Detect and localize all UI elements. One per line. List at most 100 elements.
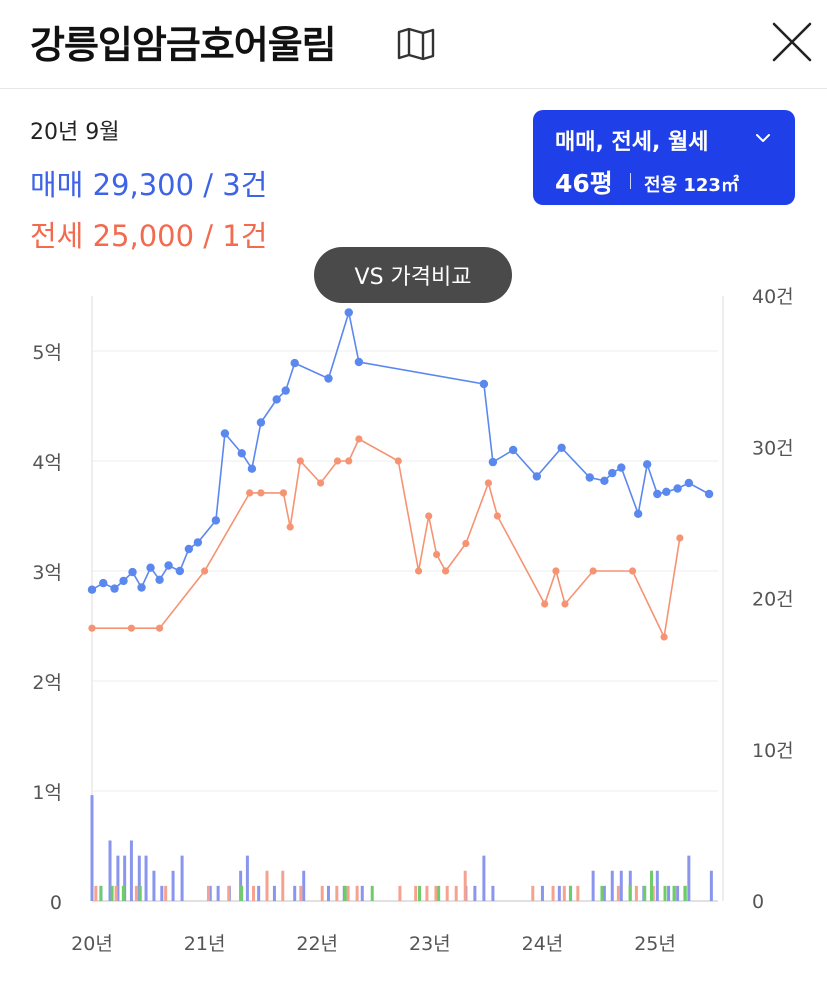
divider — [630, 173, 631, 189]
volume-bar-jeonse — [281, 870, 285, 901]
volume-bar-monthly — [628, 885, 632, 901]
volume-bar-jeonse — [651, 885, 655, 901]
volume-bar-jeonse — [206, 885, 210, 901]
data-point-sale — [146, 563, 155, 572]
data-point-sale — [600, 476, 609, 485]
data-point-jeonse — [201, 567, 209, 575]
volume-bar-jeonse — [346, 885, 350, 901]
deal-type-selector[interactable]: 매매, 전세, 월세 46평 전용 123㎡ — [533, 110, 795, 205]
close-icon[interactable] — [770, 20, 814, 64]
data-point-jeonse — [414, 567, 423, 575]
price-chart[interactable]: 0 1억 2억 3억 4억 5억 0 10건 20건 30건 40건 20년 21년 22년 23년 24년 2… — [0, 280, 827, 981]
volume-bar-sale — [116, 855, 120, 901]
volume-bar-sale — [160, 885, 164, 901]
volume-bar-sale — [208, 885, 212, 901]
volume-bar-sale — [676, 885, 680, 901]
data-point-sale — [585, 473, 594, 482]
volume-bar-sale — [108, 840, 112, 901]
data-point-jeonse — [127, 624, 136, 632]
volume-bar-sale — [129, 840, 133, 901]
y-left-tick-label: 1억 — [32, 782, 62, 804]
volume-bar-sale — [591, 870, 595, 901]
volume-bar-sale — [152, 870, 156, 901]
volume-bar-jeonse — [616, 885, 620, 901]
data-point-jeonse — [628, 567, 637, 575]
volume-bar-monthly — [343, 885, 347, 901]
volume-bar-sale — [137, 855, 141, 901]
vs-compare-button[interactable]: VS 가격비교 — [314, 247, 512, 303]
volume-bar-monthly — [240, 885, 244, 901]
y-left-tick-label: 3억 — [32, 562, 62, 584]
data-point-sale — [137, 583, 146, 592]
volume-bar-sale — [123, 855, 127, 901]
y-right-tick-label: 0 — [752, 891, 764, 913]
volume-bar-monthly — [683, 885, 687, 901]
data-point-sale — [673, 484, 682, 493]
volume-bar-sale — [257, 885, 261, 901]
y-right-tick-label: 30건 — [752, 437, 794, 459]
y-right-tick-label: 20건 — [752, 589, 794, 611]
header: 강릉입암금호어울림 — [0, 0, 827, 89]
x-tick-label: 24년 — [522, 933, 564, 955]
data-point-sale — [290, 358, 299, 368]
volume-bar-jeonse — [320, 885, 324, 901]
volume-bar-sale — [360, 885, 364, 901]
volume-bar-jeonse — [265, 870, 269, 901]
volume-bar-sale — [90, 795, 94, 901]
data-point-jeonse — [493, 512, 502, 520]
exclusive-area-label: 전용 123㎡ — [644, 175, 739, 196]
volume-bar-sale — [709, 870, 713, 901]
volume-bar-monthly — [370, 885, 374, 901]
data-point-sale — [193, 538, 203, 547]
volume-bar-sale — [619, 870, 623, 901]
volume-bar-monthly — [121, 885, 125, 901]
data-point-sale — [508, 445, 518, 455]
map-book-icon[interactable] — [396, 26, 436, 62]
volume-bar-jeonse — [425, 885, 429, 901]
volume-bar-sale — [482, 855, 486, 901]
volume-bar-jeonse — [454, 885, 458, 901]
data-point-jeonse — [257, 489, 265, 497]
x-tick-label: 25년 — [634, 933, 676, 955]
data-point-sale — [324, 374, 333, 383]
data-point-sale — [532, 472, 542, 481]
volume-bar-sale — [610, 870, 614, 901]
data-point-jeonse — [286, 523, 294, 531]
data-point-jeonse — [394, 457, 402, 465]
data-point-sale — [272, 395, 281, 404]
data-point-sale — [557, 443, 566, 452]
data-point-sale — [155, 575, 164, 584]
data-point-sale — [704, 489, 714, 499]
data-point-jeonse — [484, 479, 492, 487]
volume-bar-jeonse — [414, 885, 418, 901]
x-tick-label: 22년 — [296, 933, 338, 955]
volume-bar-jeonse — [576, 885, 580, 901]
volume-bar-monthly — [650, 870, 654, 901]
volume-bar-jeonse — [463, 870, 467, 901]
deal-types-label: 매매, 전세, 월세 — [555, 130, 709, 155]
data-point-jeonse — [425, 512, 433, 520]
y-left-tick-label: 2억 — [32, 672, 62, 694]
data-point-sale — [247, 464, 257, 473]
chevron-down-icon — [756, 134, 770, 142]
selected-month: 20년 9월 — [30, 120, 120, 145]
data-point-sale — [281, 386, 290, 395]
volume-bar-sale — [180, 855, 184, 901]
data-point-sale — [128, 567, 137, 577]
volume-bar-jeonse — [134, 885, 138, 901]
volume-bar-monthly — [437, 885, 441, 901]
volume-bar-monthly — [138, 885, 142, 901]
volume-bar-monthly — [600, 885, 604, 901]
data-point-sale — [617, 463, 626, 472]
data-point-sale — [119, 576, 128, 586]
y-right-tick-label: 10건 — [752, 740, 794, 762]
data-point-sale — [653, 489, 662, 499]
volume-bar-monthly — [643, 885, 647, 901]
data-point-jeonse — [442, 567, 450, 575]
data-point-sale — [633, 509, 643, 518]
volume-bar-monthly — [110, 885, 114, 901]
data-point-sale — [110, 584, 119, 593]
volume-bar-monthly — [663, 885, 667, 901]
y-left-tick-label: 0 — [50, 892, 62, 914]
volume-bar-jeonse — [299, 885, 303, 901]
